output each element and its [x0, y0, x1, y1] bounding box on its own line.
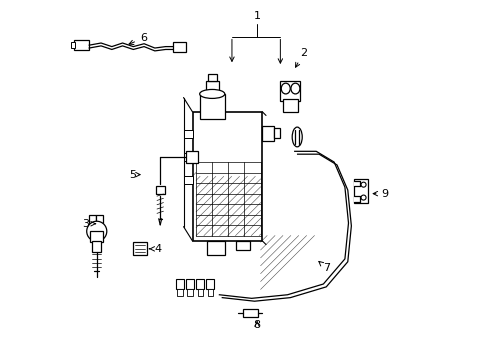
Bar — [207, 289, 213, 296]
Bar — [183, 176, 192, 184]
Bar — [196, 279, 204, 289]
Bar — [89, 215, 96, 223]
Bar — [197, 289, 203, 296]
Bar — [283, 99, 297, 112]
Text: 4: 4 — [149, 244, 162, 254]
Bar — [273, 129, 280, 138]
Ellipse shape — [281, 83, 290, 94]
Text: 3: 3 — [82, 219, 95, 229]
Bar — [90, 230, 103, 242]
Bar — [187, 289, 193, 296]
Bar — [353, 181, 359, 186]
Bar — [172, 42, 186, 51]
Bar — [74, 40, 89, 50]
Bar — [207, 74, 216, 81]
Bar — [199, 94, 224, 119]
Text: 7: 7 — [318, 261, 329, 273]
Bar — [262, 126, 273, 140]
Bar — [192, 112, 262, 241]
Bar — [176, 279, 184, 289]
Text: 9: 9 — [372, 189, 388, 199]
Bar — [133, 242, 147, 255]
Bar — [70, 42, 75, 48]
Bar — [186, 279, 194, 289]
Circle shape — [86, 221, 106, 241]
Bar — [242, 309, 257, 317]
Bar — [156, 186, 164, 194]
Bar — [235, 241, 249, 250]
Text: 2: 2 — [295, 48, 306, 67]
Bar — [185, 151, 197, 163]
Text: 6: 6 — [129, 33, 146, 45]
Bar — [96, 215, 102, 223]
Bar — [206, 241, 224, 255]
Bar — [92, 241, 101, 252]
Circle shape — [360, 182, 366, 187]
Bar — [353, 179, 367, 203]
Bar — [205, 81, 218, 92]
Ellipse shape — [292, 127, 302, 147]
Ellipse shape — [290, 83, 299, 94]
Text: 8: 8 — [253, 320, 260, 330]
Bar — [183, 153, 192, 161]
Circle shape — [360, 195, 366, 200]
Text: 5: 5 — [129, 170, 140, 180]
Bar — [353, 196, 359, 202]
Bar — [280, 81, 300, 101]
Bar — [177, 289, 183, 296]
Bar — [294, 130, 300, 144]
Bar — [183, 130, 192, 138]
Text: 1: 1 — [253, 11, 260, 21]
Bar — [206, 279, 214, 289]
Ellipse shape — [199, 89, 224, 98]
